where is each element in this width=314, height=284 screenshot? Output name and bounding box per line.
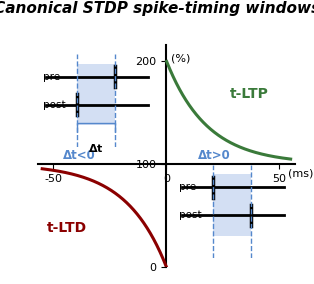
Text: t-LTP: t-LTP (230, 87, 268, 101)
Text: Canonical STDP spike-timing windows: Canonical STDP spike-timing windows (0, 1, 314, 16)
Text: Δt<0: Δt<0 (62, 149, 95, 162)
Text: Δt>0: Δt>0 (198, 149, 231, 162)
Text: (%): (%) (171, 54, 190, 64)
Text: (ms): (ms) (288, 168, 314, 178)
Text: t-LTD: t-LTD (47, 221, 87, 235)
